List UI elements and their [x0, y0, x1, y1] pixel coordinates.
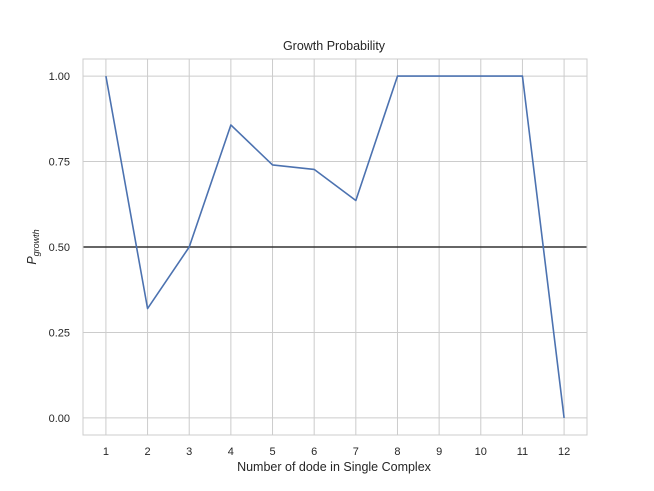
x-tick-label: 7 — [353, 446, 359, 458]
x-tick-label: 4 — [228, 446, 234, 458]
y-tick-labels: 0.00 0.25 0.50 0.75 1.00 — [49, 71, 70, 425]
chart-title: Growth Probability — [283, 39, 386, 53]
y-tick-label: 0.25 — [49, 327, 70, 339]
x-tick-label: 2 — [144, 446, 150, 458]
x-tick-label: 10 — [475, 446, 487, 458]
series-layer — [105, 75, 565, 419]
plot-frame — [82, 58, 588, 436]
y-tick-label: 0.00 — [49, 413, 70, 425]
x-tick-label: 9 — [436, 446, 442, 458]
y-axis-label-subscript: growth — [31, 229, 41, 256]
y-tick-label: 0.50 — [49, 242, 70, 254]
x-tick-label: 12 — [558, 446, 570, 458]
y-tick-label: 1.00 — [49, 71, 70, 83]
x-tick-label: 11 — [517, 446, 528, 458]
y-axis-label-main: P — [25, 256, 39, 265]
series-line-0 — [105, 75, 565, 419]
x-tick-label: 6 — [311, 446, 317, 458]
x-tick-label: 3 — [186, 446, 192, 458]
y-tick-label: 0.75 — [49, 157, 70, 169]
x-axis-label: Number of dode in Single Complex — [237, 460, 432, 474]
x-tick-label: 5 — [269, 446, 275, 458]
x-tick-label: 1 — [103, 446, 109, 458]
x-tick-labels: 1 2 3 4 5 6 7 8 9 10 11 12 — [103, 446, 570, 458]
x-tick-label: 8 — [394, 446, 400, 458]
y-axis-label: Pgrowth — [25, 229, 41, 264]
